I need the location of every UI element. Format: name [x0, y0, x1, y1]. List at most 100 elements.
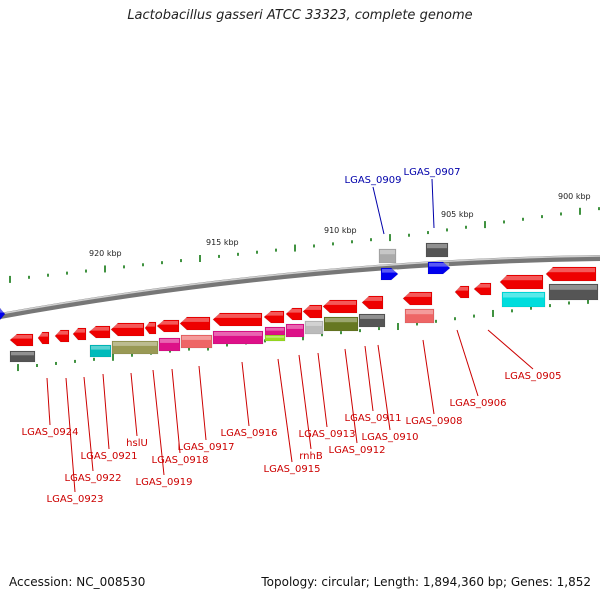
scale-dot	[294, 244, 296, 252]
reverse-gene-arrow	[454, 285, 470, 299]
gene-feature-box	[89, 344, 112, 358]
gene-feature-shine	[360, 315, 384, 319]
scale-dot	[408, 233, 410, 237]
scale-dot	[427, 231, 429, 235]
label-leader-line	[487, 329, 534, 370]
gene-feature-box	[378, 248, 397, 264]
gene-feature-box	[9, 350, 36, 363]
scale-dot	[378, 327, 380, 331]
gene-feature-shine	[56, 331, 68, 335]
gene-feature-box	[180, 334, 213, 349]
label-leader-line	[317, 352, 328, 428]
gene-feature-shine	[406, 310, 433, 315]
gene-label: LGAS_0905	[505, 371, 562, 382]
gene-feature-shine	[547, 268, 595, 273]
scale-tick-label: 905 kbp	[441, 210, 474, 219]
label-leader-line	[152, 369, 165, 476]
gene-label: LGAS_0912	[329, 445, 386, 456]
gene-feature-box	[264, 334, 286, 342]
gene-feature-shine	[475, 284, 490, 288]
scale-dot	[511, 309, 513, 313]
gene-feature-shine	[265, 312, 283, 316]
label-leader-line	[102, 373, 110, 450]
label-leader-lines	[46, 178, 534, 493]
scale-tick-label: 920 kbp	[89, 249, 122, 258]
gene-feature-shine	[112, 324, 143, 328]
scale-dot	[218, 254, 220, 258]
inner-scale-dots	[17, 296, 589, 372]
gene-label: rnhB	[299, 451, 323, 462]
label-leader-line	[422, 339, 435, 415]
scale-dot	[446, 228, 448, 232]
gene-feature-shine	[382, 269, 397, 273]
genome-summary-text: Topology: circular; Length: 1,894,360 bp…	[261, 575, 591, 589]
gene-feature-shine	[160, 339, 179, 343]
label-leader-line	[83, 376, 94, 472]
gene-feature-box	[501, 291, 546, 308]
scale-dot	[9, 275, 11, 283]
gene-feature-shine	[181, 318, 209, 322]
gene-label: LGAS_0913	[299, 429, 356, 440]
gene-feature-shine	[404, 293, 431, 297]
gene-feature-shine	[550, 285, 597, 290]
gene-label: LGAS_0911	[345, 413, 402, 424]
scale-dot	[351, 240, 353, 244]
scale-dot	[74, 359, 76, 363]
reverse-gene-arrow	[88, 325, 111, 339]
gene-label: LGAS_0906	[450, 398, 507, 409]
scale-dot	[530, 306, 532, 310]
gene-feature-shine	[214, 314, 261, 318]
gene-label: LGAS_0919	[136, 477, 193, 488]
gene-feature-shine	[146, 323, 155, 327]
reverse-gene-arrow	[302, 304, 323, 319]
gene-feature-shine	[456, 287, 468, 291]
scale-dot	[332, 242, 334, 246]
gene-feature-shine	[0, 309, 4, 313]
label-leader-line	[198, 365, 207, 441]
accession-text: Accession: NC_008530	[9, 575, 146, 589]
gene-feature-shine	[11, 352, 34, 356]
reverse-gene-arrow	[263, 310, 285, 324]
scale-dot	[503, 220, 505, 224]
genome-backbone	[0, 255, 600, 319]
scale-dot	[560, 212, 562, 216]
scale-dot	[36, 364, 38, 368]
scale-dot	[275, 248, 277, 252]
scale-dot	[587, 296, 589, 304]
gene-feature-shine	[503, 293, 544, 298]
gene-feature-box	[212, 330, 264, 345]
gene-label: LGAS_0921	[81, 451, 138, 462]
gene-feature-shine	[11, 335, 32, 339]
scale-dot	[492, 309, 494, 317]
label-leader-line	[372, 186, 385, 235]
gene-feature-shine	[501, 276, 542, 281]
scale-dot	[541, 215, 543, 219]
label-leader-line	[46, 377, 51, 426]
scale-dot	[226, 343, 228, 347]
scale-dot	[389, 234, 391, 242]
reverse-gene-arrow	[156, 319, 180, 333]
reverse-gene-arrow	[54, 329, 70, 343]
scale-dot	[161, 261, 163, 265]
label-leader-line	[344, 348, 358, 444]
scale-dot	[47, 273, 49, 277]
scale-dot	[370, 238, 372, 242]
scale-dot	[568, 301, 570, 305]
scale-dot	[522, 217, 524, 221]
scale-dot	[549, 304, 551, 308]
label-leader-line	[456, 329, 479, 397]
scale-dot	[473, 314, 475, 318]
scale-tick-label: 915 kbp	[206, 238, 239, 247]
gene-feature-box	[425, 242, 449, 258]
label-leader-line	[277, 358, 293, 463]
scale-dot	[313, 244, 315, 248]
reverse-gene-arrow	[212, 312, 263, 327]
gene-feature-shine	[429, 263, 449, 267]
gene-feature-shine	[266, 336, 284, 338]
gene-feature-shine	[287, 309, 301, 313]
label-leader-line	[377, 344, 391, 431]
reverse-gene-arrow	[144, 321, 157, 335]
gene-feature-box	[358, 313, 386, 328]
gene-feature-shine	[39, 333, 48, 337]
scale-dot	[112, 353, 114, 361]
